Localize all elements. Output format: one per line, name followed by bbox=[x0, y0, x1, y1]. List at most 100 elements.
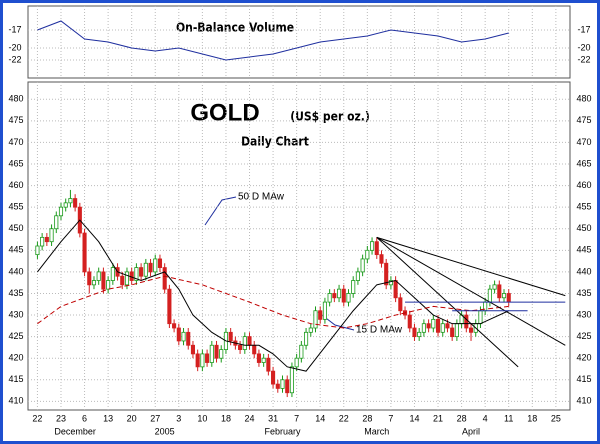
candle-body bbox=[247, 336, 252, 346]
y-tick-label: -17 bbox=[8, 24, 21, 34]
candle-body bbox=[497, 284, 502, 299]
y-tick-label: 430 bbox=[8, 309, 23, 319]
candle-body bbox=[49, 228, 54, 243]
candle-body bbox=[431, 318, 436, 329]
candle-body bbox=[87, 271, 92, 286]
candle-body bbox=[91, 280, 97, 286]
candle-body bbox=[134, 267, 139, 281]
candle-body bbox=[209, 344, 214, 363]
candle-body bbox=[266, 357, 271, 372]
x-tick-label: 18 bbox=[527, 413, 537, 423]
candle-body bbox=[308, 327, 313, 333]
month-label: April bbox=[462, 426, 480, 436]
y-tick-label: -22 bbox=[8, 54, 21, 64]
annotation: 50 D MAw bbox=[238, 192, 285, 203]
candle-body bbox=[299, 344, 304, 359]
y-tick-label: -17 bbox=[577, 24, 590, 34]
y-tick-label: 460 bbox=[8, 180, 23, 190]
candle-body bbox=[176, 327, 181, 342]
candle-body bbox=[153, 258, 158, 273]
x-tick-label: 28 bbox=[362, 413, 372, 423]
x-tick-label: 14 bbox=[315, 413, 325, 423]
x-tick-label: 13 bbox=[103, 413, 113, 423]
candle-body bbox=[346, 293, 351, 303]
y-tick-label: 455 bbox=[8, 202, 23, 212]
candle-body bbox=[205, 353, 210, 363]
candle-body bbox=[355, 271, 360, 281]
candle-body bbox=[393, 280, 398, 299]
candle-body bbox=[294, 357, 299, 368]
x-tick-label: 7 bbox=[388, 413, 393, 423]
y-tick-label: 475 bbox=[8, 115, 23, 125]
x-tick-label: 23 bbox=[56, 413, 66, 423]
candle-body bbox=[148, 262, 153, 273]
candle-body bbox=[464, 314, 469, 329]
moving-average bbox=[37, 219, 509, 372]
month-label: 2005 bbox=[155, 426, 175, 436]
candle-body bbox=[162, 267, 167, 290]
x-tick-label: 10 bbox=[197, 413, 207, 423]
y-tick-label: 470 bbox=[8, 137, 23, 147]
price-panel bbox=[27, 81, 571, 411]
x-tick-label: 11 bbox=[504, 413, 513, 423]
candle-body bbox=[106, 280, 111, 290]
candle-body bbox=[200, 353, 205, 368]
candle-body bbox=[124, 271, 130, 286]
candle-body bbox=[167, 288, 172, 325]
x-tick-label: 25 bbox=[551, 413, 561, 423]
candle-body bbox=[440, 323, 445, 333]
candle-body bbox=[412, 327, 417, 338]
candle-body bbox=[435, 318, 441, 333]
month-label: February bbox=[264, 426, 301, 436]
candle-body bbox=[63, 202, 68, 208]
x-tick-label: 22 bbox=[32, 413, 42, 423]
obv-panel bbox=[27, 5, 571, 79]
candle-body bbox=[242, 336, 247, 350]
candle-body bbox=[214, 344, 219, 359]
candle-body bbox=[40, 236, 45, 247]
subtitle: (US$ per oz.) bbox=[290, 110, 370, 124]
candle-body bbox=[101, 271, 106, 290]
y-tick-label: 415 bbox=[8, 374, 23, 384]
y-tick-label: 420 bbox=[576, 353, 591, 363]
candle-body bbox=[58, 206, 64, 217]
panel-title: On-Balance Volume bbox=[176, 21, 294, 35]
candle-body bbox=[289, 366, 294, 394]
candle-body bbox=[44, 236, 49, 243]
y-tick-label: 435 bbox=[8, 288, 23, 298]
x-tick-label: 24 bbox=[245, 413, 255, 423]
candle-body bbox=[271, 370, 276, 385]
y-tick-label: 475 bbox=[576, 115, 591, 125]
candle-body bbox=[54, 215, 59, 230]
annotation-arrow bbox=[204, 196, 237, 226]
y-tick-label: 445 bbox=[8, 245, 23, 255]
candle-body bbox=[360, 258, 365, 273]
candle-body bbox=[388, 280, 393, 286]
candle-body bbox=[454, 323, 459, 338]
candle-body bbox=[190, 344, 196, 355]
candle-body bbox=[478, 310, 483, 325]
candle-body bbox=[195, 353, 200, 368]
moving-average bbox=[37, 275, 509, 329]
candle-body bbox=[398, 297, 403, 312]
candle-body bbox=[384, 262, 389, 286]
y-tick-label: 440 bbox=[8, 266, 23, 276]
candle-body bbox=[252, 344, 257, 355]
y-tick-label: 455 bbox=[576, 202, 591, 212]
x-tick-label: 21 bbox=[433, 413, 443, 423]
candle-body bbox=[318, 310, 323, 320]
candle-body bbox=[426, 323, 431, 329]
candle-body bbox=[327, 293, 332, 303]
x-tick-label: 3 bbox=[176, 413, 181, 423]
candle-body bbox=[110, 267, 115, 281]
y-tick-label: 465 bbox=[576, 158, 591, 168]
x-tick-label: 18 bbox=[221, 413, 231, 423]
x-tick-label: 28 bbox=[457, 413, 467, 423]
candle-body bbox=[35, 245, 40, 256]
candle-body bbox=[370, 241, 375, 251]
y-tick-label: 465 bbox=[8, 158, 23, 168]
y-tick-label: 420 bbox=[8, 353, 23, 363]
obv-line bbox=[37, 20, 509, 61]
